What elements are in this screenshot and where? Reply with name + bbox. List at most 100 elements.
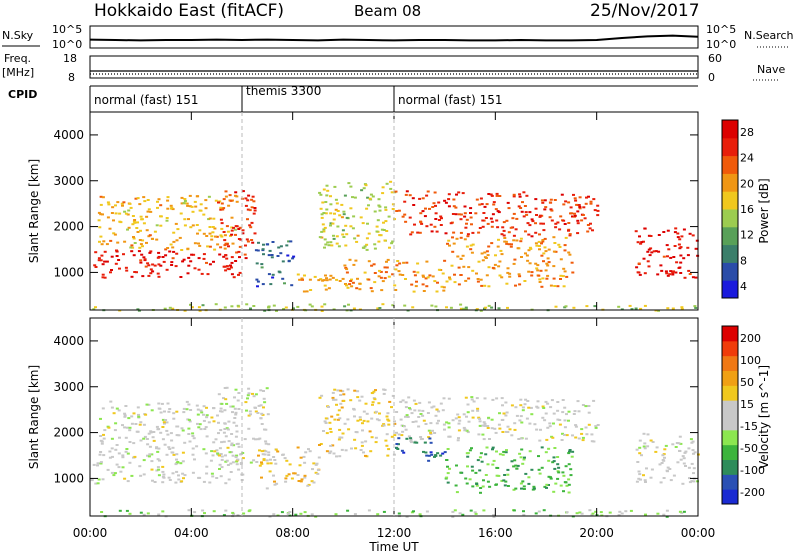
heatmap-cell [686,254,690,257]
heatmap-cell [557,243,561,246]
heatmap-cell [227,478,231,481]
heatmap-cell [210,235,214,238]
heatmap-cell [343,422,347,425]
heatmap-cell [574,199,578,202]
heatmap-cell [404,428,408,431]
heatmap-cell [320,216,324,219]
heatmap-cell [497,238,500,241]
heatmap-cell [129,206,133,209]
heatmap-cell [139,421,143,424]
power-colorbar-label: Power [dB] [757,178,771,243]
heatmap-cell [230,442,234,445]
heatmap-cell [146,443,150,446]
heatmap-cell [542,260,545,263]
heatmap-cell [161,481,165,484]
heatmap-cell [271,241,275,243]
heatmap-cell [147,432,151,435]
heatmap-cell [220,458,224,461]
heatmap-cell [527,233,531,236]
heatmap-cell [428,207,431,210]
heatmap-cell [221,208,225,211]
heatmap-cell [344,244,348,247]
heatmap-cell [499,249,503,252]
heatmap-cell [505,282,509,285]
heatmap-cell [270,254,274,256]
heatmap-cell [540,242,543,245]
heatmap-cell [444,201,448,204]
heatmap-cell [459,231,463,234]
heatmap-cell [340,406,344,409]
heatmap-cell [408,194,412,197]
heatmap-cell [128,429,132,432]
heatmap-cell [223,387,227,389]
heatmap-cell [572,413,576,415]
heatmap-cell [545,262,549,265]
heatmap-cell [529,406,533,409]
heatmap-cell [346,418,350,421]
heatmap-cell [408,408,412,411]
heatmap-cell [481,433,485,436]
heatmap-cell [237,445,241,448]
heatmap-cell [151,436,155,439]
heatmap-cell [429,223,433,226]
heatmap-cell [557,466,561,469]
heatmap-cell [145,438,149,440]
heatmap-cell [136,221,139,224]
heatmap-cell [509,226,513,229]
heatmap-cell [353,438,357,441]
heatmap-cell [404,220,408,223]
heatmap-cell [128,441,132,443]
heatmap-cell [270,256,274,259]
heatmap-cell [533,423,537,426]
heatmap-cell [224,242,228,245]
heatmap-cell [205,416,209,419]
heatmap-cell [129,246,133,249]
heatmap-cell [230,305,234,308]
heatmap-cell [457,191,461,194]
heatmap-cell [471,243,475,246]
heatmap-cell [385,230,389,232]
heatmap-cell [490,427,494,430]
heatmap-cell [232,421,236,424]
colorbar-tick-label: 20 [740,177,754,190]
heatmap-cell [419,436,423,438]
heatmap-cell [522,458,526,461]
heatmap-cell [358,288,362,291]
heatmap-cell [329,222,333,225]
heatmap-cell [422,419,426,422]
heatmap-cell [126,228,129,231]
heatmap-cell [333,388,337,391]
heatmap-cell [541,405,545,408]
heatmap-cell [591,512,595,515]
heatmap-cell [289,240,293,243]
heatmap-cell [243,253,247,256]
heatmap-cell [237,228,241,230]
heatmap-cell [503,237,507,239]
heatmap-cell [390,406,393,409]
heatmap-cell [682,510,686,513]
heatmap-cell [487,245,491,248]
heatmap-cell [248,209,252,212]
heatmap-cell [222,431,226,434]
heatmap-cell [226,428,230,431]
heatmap-cell [267,254,271,257]
heatmap-cell [223,247,227,250]
heatmap-cell [524,472,528,475]
heatmap-cell [193,267,197,270]
heatmap-cell [583,217,587,220]
heatmap-cell [693,305,697,308]
heatmap-cell [138,239,142,241]
heatmap-cell [310,513,314,516]
heatmap-cell [260,462,264,465]
heatmap-cell [101,478,105,481]
heatmap-cell [324,274,327,277]
heatmap-cell [530,468,534,471]
heatmap-cell [296,446,300,449]
heatmap-cell [135,271,138,274]
heatmap-cell [120,202,124,205]
heatmap-cell [407,435,411,438]
heatmap-cell [463,205,467,208]
heatmap-cell [497,265,501,268]
heatmap-cell [596,209,600,212]
heatmap-cell [364,402,368,405]
